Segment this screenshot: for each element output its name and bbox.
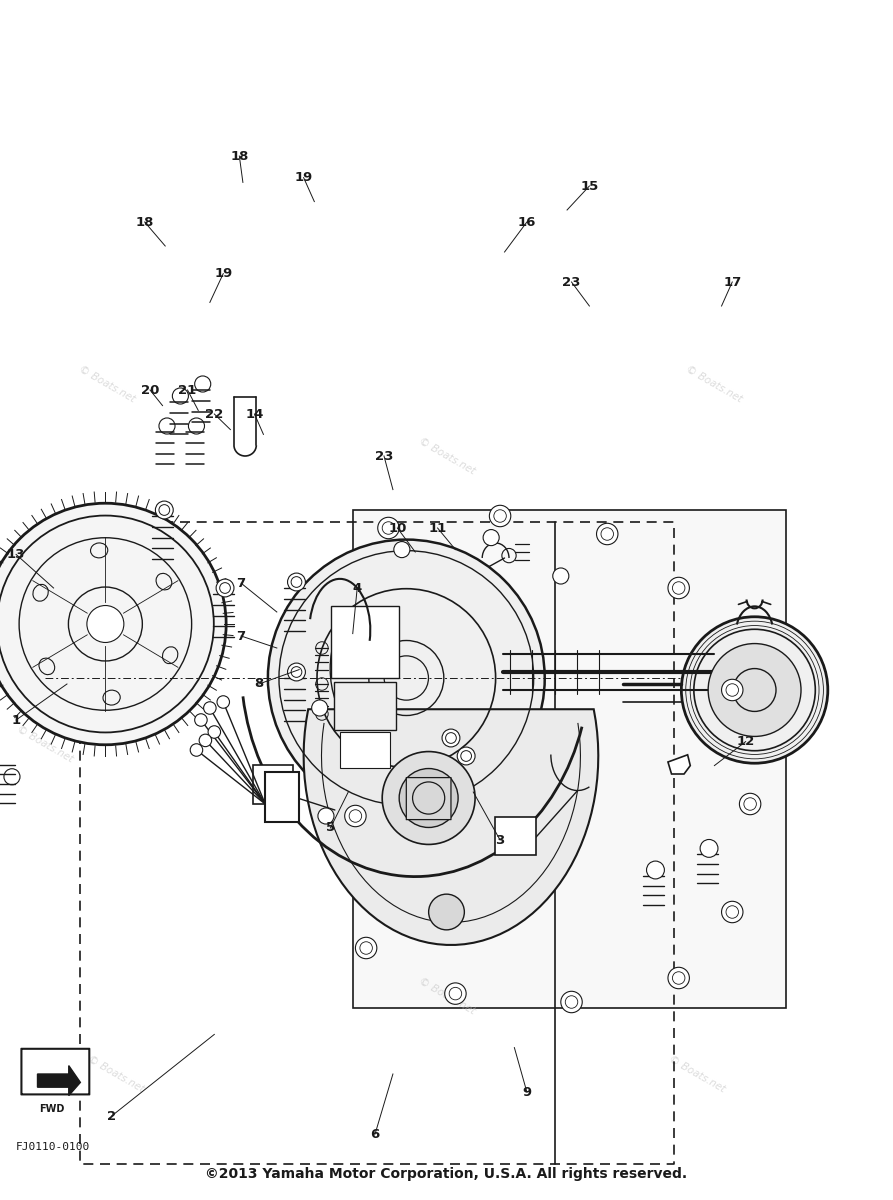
- Text: 7: 7: [237, 577, 246, 589]
- Circle shape: [204, 702, 216, 714]
- Circle shape: [597, 523, 618, 545]
- Circle shape: [318, 808, 334, 824]
- Circle shape: [190, 744, 203, 756]
- Text: ©2013 Yamaha Motor Corporation, U.S.A. All rights reserved.: ©2013 Yamaha Motor Corporation, U.S.A. A…: [205, 1166, 688, 1181]
- Text: 22: 22: [205, 408, 223, 420]
- Circle shape: [429, 894, 464, 930]
- Circle shape: [647, 862, 664, 878]
- Text: 6: 6: [371, 1128, 380, 1140]
- Text: 11: 11: [429, 522, 446, 534]
- Text: 4: 4: [353, 582, 362, 594]
- Circle shape: [483, 529, 499, 546]
- Circle shape: [722, 679, 743, 701]
- Text: © Boats.net: © Boats.net: [86, 1054, 146, 1094]
- Text: 16: 16: [518, 216, 536, 228]
- Text: 19: 19: [214, 268, 232, 280]
- FancyBboxPatch shape: [253, 766, 293, 804]
- Text: 21: 21: [179, 384, 196, 396]
- Circle shape: [87, 606, 124, 642]
- Text: © Boats.net: © Boats.net: [684, 364, 745, 404]
- Circle shape: [442, 730, 460, 746]
- Circle shape: [208, 726, 221, 738]
- Text: 9: 9: [522, 1086, 531, 1098]
- Text: © Boats.net: © Boats.net: [14, 724, 75, 764]
- Circle shape: [216, 580, 234, 596]
- Circle shape: [288, 664, 305, 680]
- Circle shape: [195, 714, 207, 726]
- Circle shape: [378, 517, 399, 539]
- Circle shape: [345, 805, 366, 827]
- Circle shape: [700, 840, 718, 857]
- FancyBboxPatch shape: [334, 682, 396, 730]
- Text: 2: 2: [107, 1110, 116, 1122]
- Circle shape: [553, 568, 569, 584]
- Circle shape: [382, 751, 475, 845]
- Circle shape: [457, 748, 475, 764]
- Polygon shape: [304, 709, 598, 944]
- Circle shape: [722, 901, 743, 923]
- Text: 23: 23: [375, 450, 393, 462]
- Circle shape: [355, 937, 377, 959]
- Text: 17: 17: [723, 276, 741, 288]
- Circle shape: [681, 617, 828, 763]
- Text: 1: 1: [12, 714, 21, 726]
- Text: 23: 23: [563, 276, 580, 288]
- Circle shape: [489, 505, 511, 527]
- Circle shape: [668, 967, 689, 989]
- Text: © Boats.net: © Boats.net: [416, 976, 477, 1016]
- Circle shape: [0, 503, 226, 745]
- Circle shape: [199, 734, 212, 746]
- FancyBboxPatch shape: [339, 732, 389, 768]
- Text: 8: 8: [255, 678, 263, 690]
- Text: 5: 5: [326, 822, 335, 834]
- FancyBboxPatch shape: [406, 778, 451, 820]
- FancyBboxPatch shape: [331, 606, 399, 678]
- Polygon shape: [353, 510, 786, 1008]
- Circle shape: [668, 577, 689, 599]
- Circle shape: [708, 643, 801, 737]
- Polygon shape: [668, 755, 690, 774]
- Circle shape: [561, 991, 582, 1013]
- Text: FJ0110-0100: FJ0110-0100: [16, 1142, 90, 1152]
- Text: 18: 18: [136, 216, 154, 228]
- Circle shape: [445, 983, 466, 1004]
- FancyBboxPatch shape: [265, 772, 299, 822]
- Circle shape: [217, 696, 230, 708]
- Text: © Boats.net: © Boats.net: [77, 364, 138, 404]
- Circle shape: [268, 540, 545, 816]
- Text: 10: 10: [388, 522, 406, 534]
- Text: 12: 12: [737, 736, 755, 748]
- Circle shape: [739, 793, 761, 815]
- Text: 15: 15: [580, 180, 598, 192]
- Circle shape: [399, 768, 458, 828]
- Text: 7: 7: [237, 630, 246, 642]
- FancyBboxPatch shape: [21, 1049, 89, 1094]
- Text: © Boats.net: © Boats.net: [416, 436, 477, 476]
- Text: 13: 13: [7, 548, 25, 560]
- FancyBboxPatch shape: [496, 817, 536, 856]
- Text: 14: 14: [246, 408, 263, 420]
- Text: © Boats.net: © Boats.net: [684, 676, 745, 716]
- Circle shape: [312, 700, 328, 716]
- Text: 19: 19: [295, 172, 313, 184]
- Circle shape: [155, 502, 173, 518]
- Polygon shape: [38, 1066, 80, 1096]
- Text: 3: 3: [496, 834, 505, 846]
- Text: © Boats.net: © Boats.net: [666, 1054, 727, 1094]
- Circle shape: [394, 541, 410, 558]
- Text: FWD: FWD: [39, 1104, 64, 1114]
- Text: 20: 20: [141, 384, 159, 396]
- Circle shape: [288, 574, 305, 590]
- Text: 18: 18: [230, 150, 248, 162]
